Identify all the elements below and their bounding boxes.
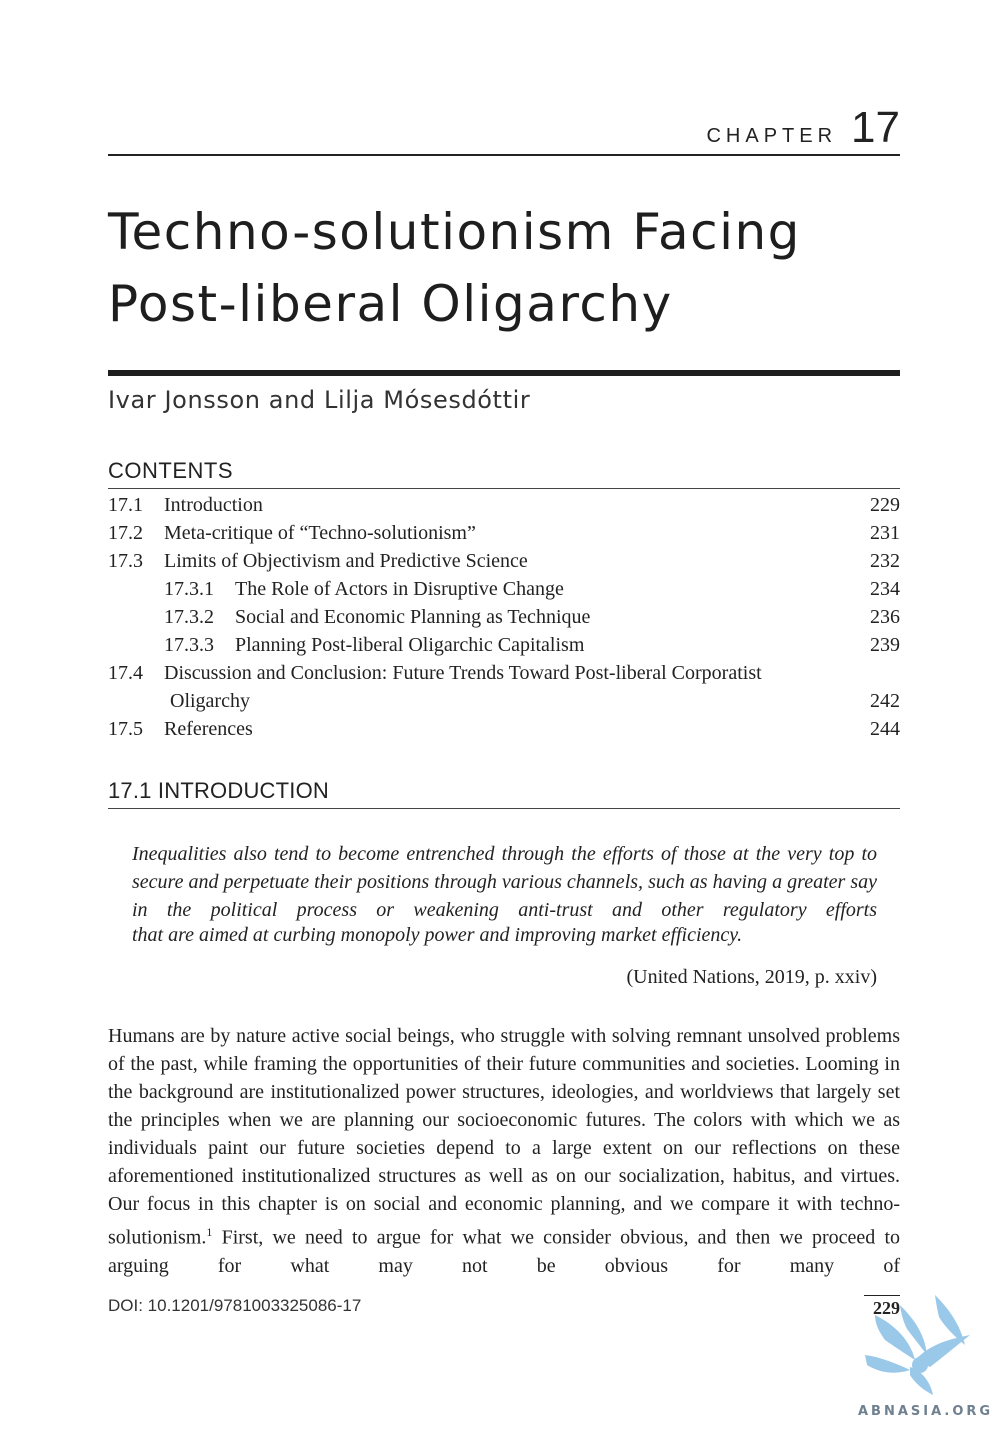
chapter-title-line-1: Techno-solutionism Facing — [108, 203, 801, 261]
toc-number: 17.5 — [108, 718, 143, 740]
toc-entry[interactable]: 17.5 References 244 — [108, 715, 900, 743]
epigraph-citation: (United Nations, 2019, p. xxiv) — [626, 966, 877, 988]
toc-title: Discussion and Conclusion: Future Trends… — [164, 662, 762, 684]
chapter-word: CHAPTER — [706, 125, 838, 147]
toc-subentry[interactable]: 17.3.2 Social and Economic Planning as T… — [108, 603, 900, 631]
toc-page: 242 — [870, 690, 900, 712]
table-of-contents: 17.1 Introduction 229 17.2 Meta-critique… — [108, 491, 900, 743]
toc-number: 17.3.2 — [164, 606, 214, 628]
header-rule — [108, 154, 900, 156]
toc-title: Planning Post-liberal Oligarchic Capital… — [235, 634, 585, 656]
toc-page: 231 — [870, 522, 900, 544]
toc-number: 17.4 — [108, 662, 143, 684]
toc-number: 17.2 — [108, 522, 143, 544]
toc-title: Social and Economic Planning as Techniqu… — [235, 606, 591, 628]
toc-page: 232 — [870, 550, 900, 572]
body-text-continued: First, we need to argue for what we cons… — [108, 1226, 900, 1277]
body-text: Humans are by nature active social being… — [108, 1025, 900, 1249]
toc-entry-continuation[interactable]: Oligarchy 242 — [108, 687, 900, 715]
toc-entry[interactable]: 17.1 Introduction 229 — [108, 491, 900, 519]
contents-heading: CONTENTS — [108, 458, 233, 483]
toc-page: 234 — [870, 578, 900, 600]
epigraph: Inequalities also tend to become entrenc… — [132, 843, 877, 921]
toc-title-continuation: Oligarchy — [170, 690, 250, 712]
toc-number: 17.3.3 — [164, 634, 214, 656]
body-paragraph: Humans are by nature active social being… — [108, 1022, 900, 1280]
chapter-title-line-2: Post-liberal Oligarchy — [108, 275, 673, 333]
chapter-label: CHAPTER 17 — [706, 106, 900, 150]
toc-page: 229 — [870, 494, 900, 516]
watermark-text: ABNASIA.ORG — [858, 1404, 994, 1419]
watermark-logo-icon — [865, 1295, 970, 1395]
chapter-title: Techno-solutionism Facing Post-liberal O… — [108, 196, 900, 340]
toc-title: Meta-critique of “Techno-solutionism” — [164, 522, 476, 544]
authors: Ivar Jonsson and Lilja Mósesdóttir — [108, 386, 531, 414]
contents-rule — [108, 488, 900, 489]
section-rule — [108, 808, 900, 809]
chapter-number: 17 — [851, 103, 900, 152]
toc-title: Limits of Objectivism and Predictive Sci… — [164, 550, 528, 572]
toc-number: 17.3 — [108, 550, 143, 572]
toc-subentry[interactable]: 17.3.1 The Role of Actors in Disruptive … — [108, 575, 900, 603]
footnote-reference[interactable]: 1 — [206, 1225, 213, 1239]
page-number-rule — [864, 1295, 900, 1296]
doi: DOI: 10.1201/9781003325086-17 — [108, 1296, 362, 1315]
epigraph-last-line: that are aimed at curbing monopoly power… — [132, 924, 743, 946]
toc-title: Introduction — [164, 494, 263, 516]
toc-title: The Role of Actors in Disruptive Change — [235, 578, 564, 600]
toc-entry[interactable]: 17.4 Discussion and Conclusion: Future T… — [108, 659, 900, 687]
toc-number: 17.3.1 — [164, 578, 214, 600]
toc-page: 236 — [870, 606, 900, 628]
toc-entry[interactable]: 17.3 Limits of Objectivism and Predictiv… — [108, 547, 900, 575]
toc-page: 239 — [870, 634, 900, 656]
toc-title: References — [164, 718, 253, 740]
toc-entry[interactable]: 17.2 Meta-critique of “Techno-solutionis… — [108, 519, 900, 547]
title-rule — [108, 370, 900, 376]
toc-page: 244 — [870, 718, 900, 740]
section-heading: 17.1 INTRODUCTION — [108, 778, 329, 803]
toc-subentry[interactable]: 17.3.3 Planning Post-liberal Oligarchic … — [108, 631, 900, 659]
page-number: 229 — [873, 1298, 900, 1318]
toc-number: 17.1 — [108, 494, 143, 516]
